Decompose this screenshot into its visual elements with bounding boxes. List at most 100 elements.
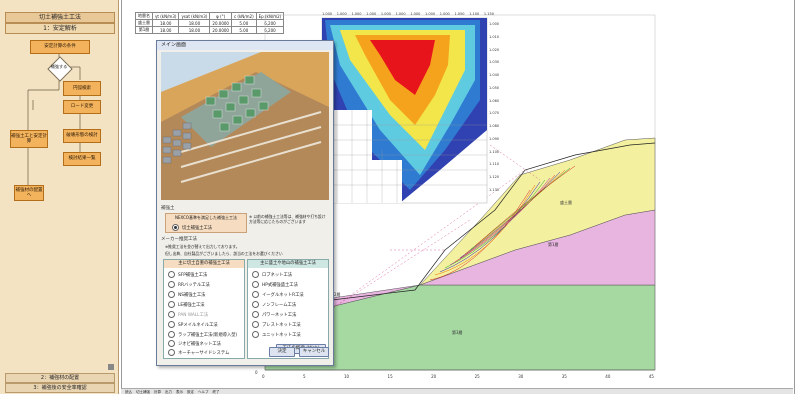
option-left-6[interactable]: ラップ補強土工法(新規導入型)	[168, 331, 237, 338]
option-label: ネーチャーサイドシステム	[178, 350, 230, 356]
contour-label: 1.090	[489, 136, 500, 141]
option-cut-reinforcement[interactable]: 切土補強土工法	[172, 224, 212, 231]
option-right-2[interactable]: イーグルネットR工法	[252, 291, 304, 298]
contour-label: 1.110	[489, 162, 500, 167]
flow-decision: 補強する	[50, 64, 68, 69]
status-tab[interactable]: 計算	[154, 390, 161, 394]
dialog-title: メイン画面	[157, 41, 333, 50]
slip-circles	[429, 165, 576, 281]
table-cell: 6,200	[255, 26, 285, 34]
option-left-2[interactable]: NS補強土工法	[168, 291, 205, 298]
section-safety-check[interactable]: 3：補強後の安全率確認	[5, 383, 115, 393]
radio-icon[interactable]	[172, 224, 179, 231]
radio-icon[interactable]	[168, 301, 175, 308]
option-label: SPメイルネイル工法	[178, 322, 218, 328]
contour-top-labels: 1.000 1.000 1.000 1.000 1.000 1.000 1.00…	[322, 12, 494, 16]
option-left-1[interactable]: RRバッテル工法	[168, 281, 210, 288]
radio-icon[interactable]	[252, 331, 259, 338]
status-tab[interactable]: 読込	[125, 390, 132, 394]
x-tick-label: 45	[648, 374, 654, 379]
table-header-cell: φ (°)	[209, 12, 232, 20]
x-tick-label: 10	[344, 374, 350, 379]
section-reinforcement-placement[interactable]: 2：補強材の配置	[5, 373, 115, 383]
table-row[interactable]: 第1層 18.00 18.00 20.0000 5.00 6,200	[135, 26, 285, 34]
option-label: HP式補強盛土工法	[262, 282, 298, 288]
option-left-8[interactable]: ネーチャーサイドシステム	[168, 349, 229, 356]
radio-icon[interactable]	[252, 301, 259, 308]
section-stability-analysis[interactable]: 1：安定解析	[5, 23, 115, 34]
radio-icon[interactable]	[252, 311, 259, 318]
option-label: ノンフレーム工法	[262, 302, 297, 308]
x-tick-label: 15	[387, 374, 393, 379]
option-right-0[interactable]: ロブネット工法	[252, 271, 292, 278]
contour-label: 1.000	[336, 12, 347, 16]
radio-icon[interactable]	[252, 321, 259, 328]
flow-circular-slip[interactable]: 円弧検索	[63, 81, 101, 96]
contour-label: 1.000	[380, 12, 391, 16]
table-cell: 18.00	[178, 26, 211, 34]
radio-icon[interactable]	[168, 281, 175, 288]
option-right-5[interactable]: プレストネット工法	[252, 321, 301, 328]
radio-icon[interactable]	[168, 311, 175, 318]
scroll-down-icon[interactable]	[108, 364, 114, 370]
radio-icon[interactable]	[168, 331, 175, 338]
contour-right-labels: 1.000 1.010 1.020 1.030 1.040 1.050 1.06…	[489, 22, 499, 192]
nexco-label: NEXCO基準を満足した補強土工法	[175, 215, 237, 220]
maker-label: メーカー推奨工法	[161, 237, 197, 242]
contour-label: 1.070	[489, 111, 500, 116]
option-label: NS補強土工法	[178, 292, 206, 298]
radio-icon[interactable]	[252, 271, 259, 278]
contour-label: 1.100	[489, 149, 500, 154]
soil-parameter-table: 地層名 γt (kN/m3) γsat (kN/m3) φ (°) c (kN/…	[135, 12, 285, 34]
ok-button[interactable]: 決定	[269, 347, 295, 357]
option-label: パワーネット工法	[262, 312, 297, 318]
x-tick-label: 30	[518, 374, 524, 379]
radio-icon[interactable]	[168, 349, 175, 356]
status-tab[interactable]: 切土補強	[136, 390, 150, 394]
option-label: ユニットネット工法	[262, 332, 301, 338]
flow-data-setting[interactable]: ロード変更	[63, 100, 101, 114]
flow-final-placement[interactable]: 補強材の配置へ	[14, 185, 44, 201]
option-right-4[interactable]: パワーネット工法	[252, 311, 296, 318]
option-left-5[interactable]: SPメイルネイル工法	[168, 321, 218, 328]
contour-label: 1.000	[395, 12, 406, 16]
reinforce-label: 補強土	[161, 206, 175, 211]
main-area	[121, 0, 795, 394]
radio-icon[interactable]	[252, 291, 259, 298]
option-left-3[interactable]: LE補強土工法	[168, 301, 205, 308]
layer-top	[419, 137, 656, 286]
cancel-button[interactable]: キャンセル	[299, 347, 329, 357]
radio-icon[interactable]	[252, 281, 259, 288]
table-cell: 18.00	[151, 26, 180, 34]
status-tab[interactable]: 設定	[187, 390, 194, 394]
option-right-3[interactable]: ノンフレーム工法	[252, 301, 296, 308]
table-cell: 盛土層	[135, 19, 153, 27]
y-tick-label: 0	[255, 370, 258, 375]
radio-icon[interactable]	[168, 340, 175, 347]
flow-design-conditions[interactable]: 安定計算の条件	[30, 40, 90, 54]
radio-icon[interactable]	[168, 271, 175, 278]
option-right-6[interactable]: ユニットネット工法	[252, 331, 301, 338]
contour-label: 1.040	[489, 73, 500, 78]
radio-icon[interactable]	[168, 321, 175, 328]
option-left-7[interactable]: ジオピ補強ネット工法	[168, 340, 221, 347]
status-tab[interactable]: ヘルプ	[198, 390, 209, 394]
status-tab[interactable]: 表示	[176, 390, 183, 394]
flow-search-calc[interactable]: 補強土工と安定計算	[10, 130, 48, 148]
status-tab[interactable]: 出力	[165, 390, 172, 394]
option-right-1[interactable]: HP式補強盛土工法	[252, 281, 298, 288]
option-left-4[interactable]: PAN WALL工法	[168, 311, 208, 318]
option-label: PAN WALL工法	[178, 312, 209, 318]
layer-label-bottom: 第3層	[452, 330, 463, 335]
radio-icon[interactable]	[168, 291, 175, 298]
contour-label: 1.030	[489, 60, 500, 65]
contour-label: 1.000	[366, 12, 377, 16]
x-tick-label: 20	[431, 374, 437, 379]
contour-label: 1.130	[489, 187, 500, 192]
flow-result-list[interactable]: 検討結果一覧	[63, 152, 101, 166]
table-cell: 18.00	[178, 19, 211, 27]
option-left-0[interactable]: SFP補強土工法	[168, 271, 207, 278]
method-select-dialog: メイン画面 補強土 NEXCO基準を満足した補強土工法 切土補強土工法 ※ 以	[156, 40, 334, 366]
status-tab[interactable]: 終了	[212, 390, 220, 394]
flow-failure-mode[interactable]: 破壊形態の検討	[63, 129, 101, 143]
